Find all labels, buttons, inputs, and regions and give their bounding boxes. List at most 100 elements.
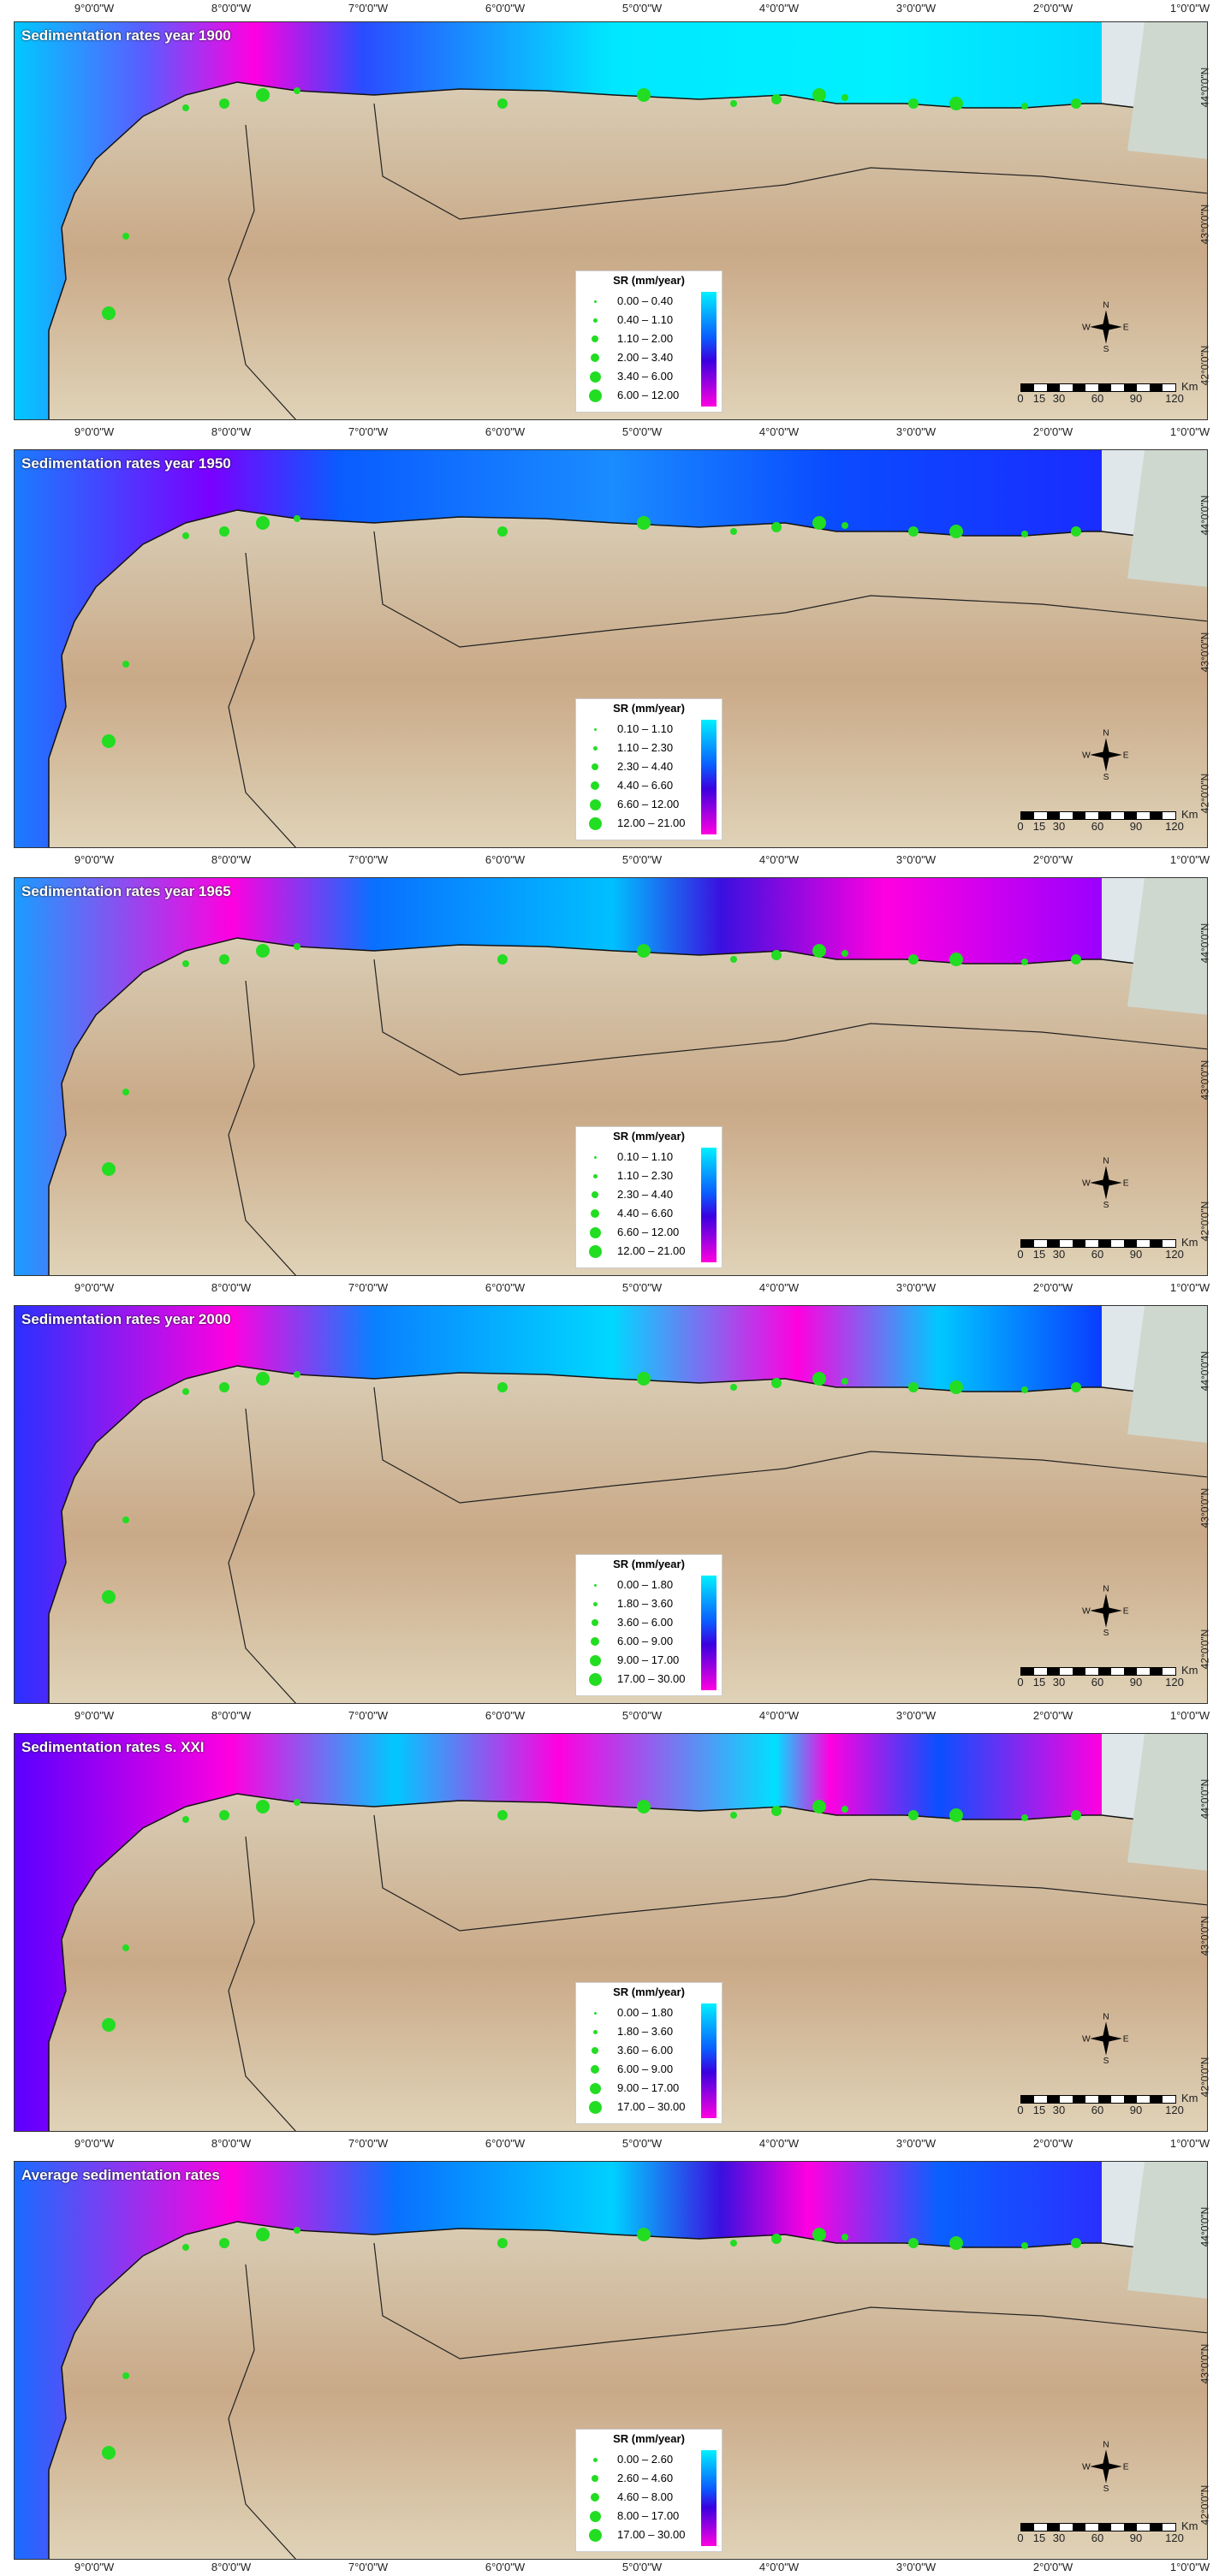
longitude-tick-label: 4°0'0"W — [758, 425, 800, 438]
sampling-site-marker — [497, 1810, 508, 1820]
legend-label: 12.00 – 21.00 — [617, 816, 686, 829]
longitude-tick-label: 3°0'0"W — [895, 2, 937, 15]
legend-label: 17.00 – 30.00 — [617, 1672, 686, 1685]
sampling-site-marker — [122, 2372, 129, 2379]
north-arrow-icon: N S W E — [1082, 1157, 1129, 1208]
sampling-site-marker — [219, 2238, 229, 2248]
latitude-tick-label: 42°0'0"N — [0, 1201, 3, 1242]
longitude-tick-label: 6°0'0"W — [485, 2561, 526, 2573]
sampling-site-marker — [1071, 2238, 1081, 2248]
legend-dot-marker — [593, 727, 597, 731]
sampling-site-marker — [1021, 2242, 1028, 2249]
sampling-site-marker — [1021, 103, 1028, 110]
scale-label: 90 — [1129, 392, 1143, 405]
sampling-site-marker — [1071, 954, 1081, 965]
map-panel: Sedimentation rates year 1900 SR (mm/year… — [14, 21, 1208, 420]
sampling-site-marker — [908, 98, 919, 109]
scale-label: 120 — [1165, 392, 1184, 405]
longitude-tick-label: 8°0'0"W — [211, 853, 252, 866]
sampling-site-marker — [771, 94, 782, 104]
longitude-tick-label: 3°0'0"W — [895, 2561, 937, 2573]
longitude-tick-label: 9°0'0"W — [74, 2, 115, 15]
sampling-site-marker — [102, 2446, 116, 2460]
longitude-tick-label: 2°0'0"W — [1032, 1709, 1073, 1722]
latitude-tick-label: 44°0'0"N — [0, 2206, 3, 2247]
latitude-tick-label: 43°0'0"N — [0, 1915, 3, 1956]
longitude-tick-label: 7°0'0"W — [348, 853, 389, 866]
compass-label: N — [1103, 2013, 1109, 2022]
scale-label: 30 — [1052, 1248, 1066, 1261]
legend-color-ramp — [701, 1148, 717, 1262]
scale-label: 90 — [1129, 820, 1143, 833]
legend-label: 17.00 – 30.00 — [617, 2100, 686, 2113]
sampling-site-marker — [182, 1816, 189, 1823]
latitude-tick-label: 44°0'0"N — [0, 923, 3, 964]
sampling-site-marker — [102, 1162, 116, 1176]
legend-dot-marker — [592, 318, 598, 323]
sampling-site-marker — [949, 2236, 963, 2250]
compass-label: E — [1123, 1178, 1129, 1188]
sedimentation-map — [15, 450, 1207, 847]
longitude-tick-label: 6°0'0"W — [485, 2137, 526, 2150]
sampling-site-marker — [256, 88, 270, 102]
latitude-tick-label: 43°0'0"N — [0, 2343, 3, 2384]
legend-label: 0.10 – 1.10 — [617, 1150, 674, 1163]
map-panel: Average sedimentation rates SR (mm/year) 0… — [14, 2161, 1208, 2560]
legend-dot-marker — [592, 2457, 598, 2462]
sampling-site-marker — [102, 734, 116, 748]
legend-label: 3.40 – 6.00 — [617, 370, 674, 383]
longitude-tick-label: 5°0'0"W — [621, 425, 663, 438]
sampling-site-marker — [1021, 1386, 1028, 1393]
longitude-tick-label: 8°0'0"W — [211, 2561, 252, 2573]
region-border — [228, 103, 1207, 419]
longitude-tick-label: 7°0'0"W — [348, 2, 389, 15]
legend-label: 17.00 – 30.00 — [617, 2528, 686, 2541]
legend-label: 4.40 – 6.60 — [617, 779, 674, 792]
compass-label: N — [1103, 1157, 1109, 1166]
legend-dot-marker — [589, 1654, 601, 1666]
compass-label: N — [1103, 729, 1109, 739]
scale-label: 30 — [1052, 2104, 1066, 2116]
legend-title: SR (mm/year) — [613, 2432, 685, 2445]
longitude-tick-label: 1°0'0"W — [1169, 1281, 1210, 1294]
scale-label: 60 — [1091, 2104, 1104, 2116]
compass-label: W — [1082, 2462, 1091, 2472]
scale-label: 90 — [1129, 2104, 1143, 2116]
legend-dot-marker — [592, 335, 598, 342]
legend-label: 12.00 – 21.00 — [617, 1244, 686, 1257]
longitude-tick-label: 6°0'0"W — [485, 425, 526, 438]
sampling-site-marker — [949, 953, 963, 966]
longitude-axis: 9°0'0"W 8°0'0"W 7°0'0"W 6°0'0"W 5°0'0"W 4°0'0… — [0, 2135, 1231, 2152]
legend: SR (mm/year) 0.00 – 1.80 1.80 – 3.60 3.60 –… — [575, 1982, 723, 2124]
latitude-tick-label: 43°0'0"N — [0, 632, 3, 673]
panel-title: Sedimentation rates year 1950 — [21, 455, 231, 472]
latitude-tick-label: 43°0'0"N — [1198, 2343, 1211, 2384]
longitude-tick-label: 8°0'0"W — [211, 1281, 252, 1294]
latitude-tick-label: 43°0'0"N — [1198, 204, 1211, 245]
legend-title: SR (mm/year) — [613, 274, 685, 287]
sampling-site-marker — [949, 525, 963, 538]
region-border — [228, 1386, 1207, 1703]
latitude-tick-label: 44°0'0"N — [0, 1350, 3, 1392]
scale-label: 120 — [1165, 1248, 1184, 1261]
longitude-tick-label: 5°0'0"W — [621, 1709, 663, 1722]
longitude-axis: 9°0'0"W 8°0'0"W 7°0'0"W 6°0'0"W 5°0'0"W 4°0'0… — [0, 2559, 1231, 2576]
compass-label: W — [1082, 323, 1091, 332]
land-area — [48, 1365, 1207, 1703]
sampling-site-marker — [219, 98, 229, 109]
scale-label: 15 — [1032, 1676, 1046, 1689]
sampling-site-marker — [102, 306, 116, 320]
sampling-site-marker — [102, 1590, 116, 1604]
longitude-axis: 9°0'0"W 8°0'0"W 7°0'0"W 6°0'0"W 5°0'0"W 4°0'0… — [0, 1279, 1231, 1297]
scale-label: 60 — [1091, 820, 1104, 833]
legend-dot-marker — [589, 1226, 601, 1238]
latitude-tick-label: 43°0'0"N — [0, 1059, 3, 1101]
longitude-tick-label: 2°0'0"W — [1032, 425, 1073, 438]
scale-label: 15 — [1032, 392, 1046, 405]
legend-label: 3.60 – 6.00 — [617, 2044, 674, 2057]
sampling-site-marker — [841, 1378, 848, 1385]
scale-label: 15 — [1032, 820, 1046, 833]
sampling-site-marker — [841, 94, 848, 101]
legend-label: 3.60 – 6.00 — [617, 1616, 674, 1629]
legend-label: 6.60 – 12.00 — [617, 798, 680, 810]
